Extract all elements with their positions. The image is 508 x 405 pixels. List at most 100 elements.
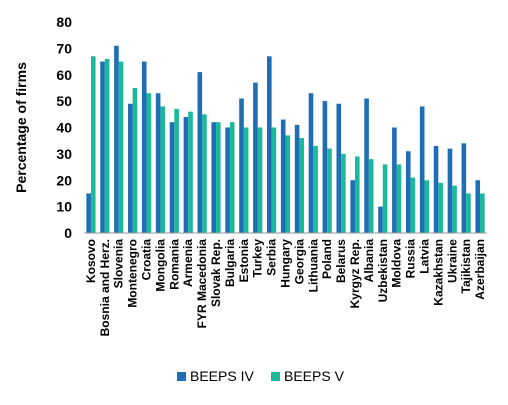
y-tick-label: 40 — [56, 120, 72, 136]
bar-beeps-iv — [461, 143, 467, 233]
bar-beeps-v — [243, 127, 249, 233]
bar-beeps-v — [104, 58, 110, 233]
bar-beeps-iv — [114, 45, 119, 233]
x-category-label: Poland — [320, 239, 334, 279]
bar-beeps-v — [396, 164, 402, 233]
bar-beeps-v — [382, 164, 388, 233]
y-tick-label: 0 — [64, 225, 72, 241]
bar-beeps-v — [118, 61, 124, 233]
bar-beeps-v — [327, 148, 332, 233]
legend-swatch — [271, 372, 280, 381]
bar-beeps-v — [216, 122, 221, 233]
x-category-label: Uzbekistan — [376, 239, 390, 302]
x-category-label: Kyrgyz Rep. — [348, 239, 362, 308]
y-tick-label: 10 — [56, 199, 72, 215]
x-category-label: FYR Macedonia — [195, 239, 209, 329]
y-tick-label: 30 — [56, 146, 72, 162]
bar-beeps-v — [354, 156, 360, 233]
bar-beeps-v — [257, 127, 263, 233]
x-category-label: Lithuania — [306, 239, 320, 293]
x-category-label: Bosnia and Herz. — [98, 239, 112, 336]
x-category-label: Tajikistan — [459, 239, 473, 293]
bar-beeps-iv — [378, 206, 383, 233]
bar-beeps-iv — [211, 122, 217, 233]
bar-beeps-v — [160, 106, 166, 233]
bar-beeps-v — [271, 127, 277, 233]
bar-beeps-iv — [392, 127, 397, 233]
y-tick-label: 60 — [56, 67, 72, 83]
bar-beeps-v — [480, 193, 485, 233]
bar-beeps-iv — [197, 72, 203, 233]
x-category-label: Croatia — [140, 239, 154, 281]
bar-beeps-iv — [86, 193, 91, 233]
x-category-label: Slovak Rep. — [209, 239, 223, 307]
bar-beeps-v — [146, 93, 152, 234]
x-category-label: Montenegro — [126, 239, 140, 308]
bar-beeps-iv — [336, 103, 342, 233]
bar-beeps-iv — [308, 93, 314, 234]
bars — [86, 45, 485, 234]
bar-beeps-iv — [141, 61, 147, 233]
bar-beeps-iv — [155, 93, 161, 234]
bar-beeps-v — [410, 177, 416, 233]
x-category-label: Mongolia — [153, 239, 167, 292]
bar-beeps-iv — [433, 145, 439, 233]
bar-beeps-v — [466, 193, 471, 233]
legend-label: BEEPS IV — [190, 368, 254, 384]
x-category-label: Moldova — [390, 239, 404, 288]
bar-beeps-v — [285, 135, 291, 233]
bar-beeps-v — [341, 153, 346, 233]
bar-beeps-iv — [128, 103, 133, 233]
x-category-label: Estonia — [237, 239, 251, 283]
bar-beeps-v — [438, 182, 443, 233]
bar-beeps-iv — [419, 106, 425, 233]
x-category-label: Georgia — [292, 239, 306, 285]
bar-beeps-iv — [100, 61, 105, 233]
x-category-label: Ukraine — [445, 239, 459, 283]
x-category-label: Azerbaijan — [473, 239, 487, 300]
bar-beeps-iv — [405, 151, 411, 233]
bar-beeps-iv — [322, 101, 328, 233]
bar-beeps-iv — [225, 127, 230, 233]
x-category-label: Russia — [404, 239, 418, 279]
y-axis-ticks: 0 10 20 30 40 50 60 70 80 — [56, 14, 72, 241]
bar-beeps-iv — [364, 98, 369, 233]
bar-beeps-iv — [183, 116, 189, 233]
bar-beeps-v — [90, 56, 96, 233]
x-category-label: Serbia — [265, 239, 279, 276]
bar-beeps-iv — [267, 56, 272, 233]
bar-beeps-iv — [253, 82, 258, 233]
bar-beeps-v — [174, 109, 179, 233]
x-category-label: Kosovo — [84, 239, 98, 283]
bar-beeps-v — [229, 122, 235, 233]
bar-beeps-iv — [294, 124, 300, 233]
x-category-label: Albania — [362, 239, 376, 283]
y-tick-label: 50 — [56, 93, 72, 109]
bar-beeps-v — [202, 114, 207, 233]
x-category-label: Bulgaria — [223, 239, 237, 287]
bar-beeps-iv — [280, 119, 286, 233]
x-category-label: Romania — [167, 239, 181, 290]
x-category-label: Hungary — [279, 239, 293, 288]
bar-beeps-iv — [239, 98, 244, 233]
bar-beeps-v — [299, 138, 304, 233]
bar-beeps-v — [132, 87, 138, 233]
y-tick-label: 80 — [56, 14, 72, 30]
bar-beeps-iv — [475, 180, 481, 233]
y-tick-label: 70 — [56, 40, 72, 56]
x-category-label: Kazakhstan — [431, 239, 445, 306]
x-axis-categories: Kosovo Bosnia and Herz. Slovenia Montenegro… — [84, 239, 487, 337]
y-axis-label: Percentage of firms — [13, 62, 29, 193]
bar-beeps-iv — [350, 180, 355, 233]
bar-beeps-iv — [169, 122, 175, 233]
x-category-label: Turkey — [251, 239, 265, 278]
y-tick-label: 20 — [56, 172, 72, 188]
bar-beeps-v — [368, 159, 374, 233]
x-category-label: Armenia — [181, 239, 195, 287]
bar-beeps-iv — [447, 148, 453, 233]
legend-label: BEEPS V — [284, 368, 345, 384]
x-category-label: Belarus — [334, 239, 348, 283]
bar-beeps-v — [313, 145, 318, 233]
legend-swatch — [177, 372, 186, 381]
